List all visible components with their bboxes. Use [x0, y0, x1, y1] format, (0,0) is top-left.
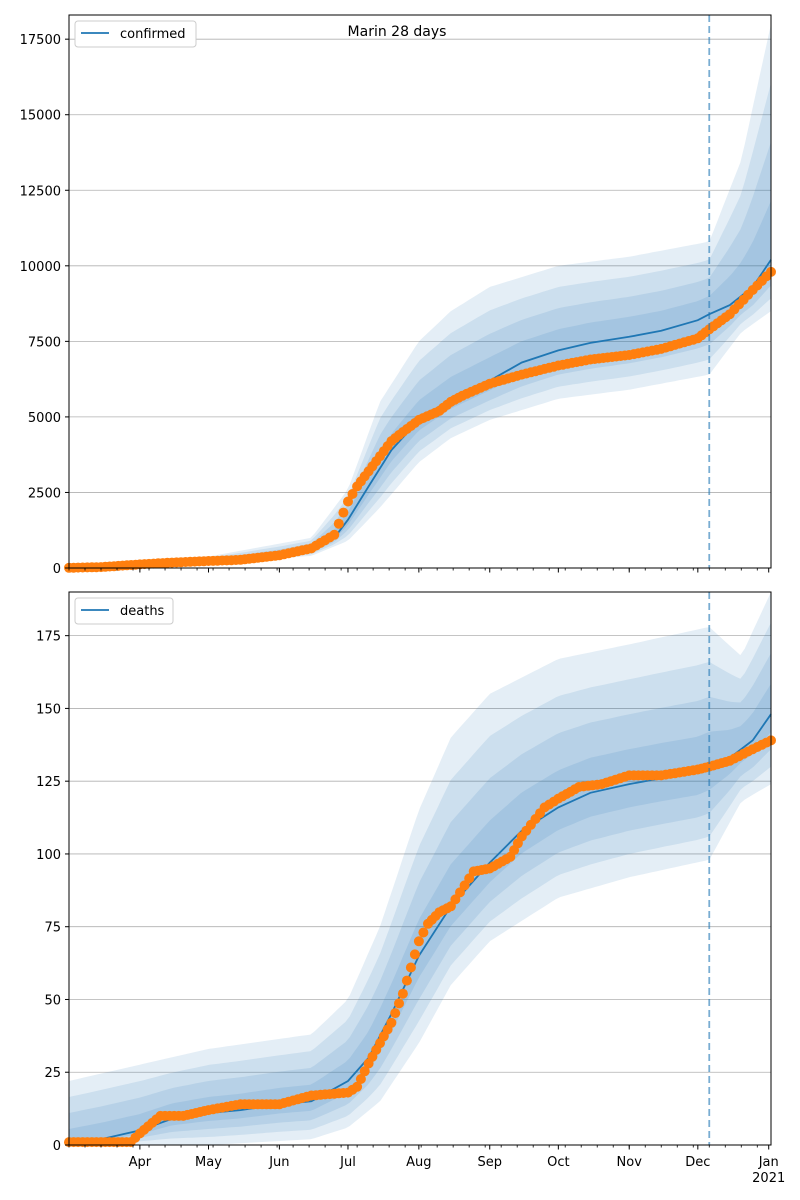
confirmed-ytick-label: 10000	[20, 260, 61, 275]
deaths-observed-point	[390, 1008, 401, 1019]
confirmed-legend: confirmed	[74, 20, 197, 48]
deaths-observed-point	[355, 1074, 366, 1084]
deaths-xtick-label: Nov	[617, 1155, 643, 1170]
confirmed-observed-point	[338, 507, 349, 518]
deaths-xtick-label: Dec	[685, 1155, 710, 1170]
deaths-ytick-label: 25	[44, 1066, 61, 1081]
confirmed-observed-point	[333, 518, 344, 529]
deaths-xtick-label: Aug	[406, 1155, 431, 1170]
deaths-xtick-label: May	[195, 1155, 222, 1170]
deaths-observed-point	[413, 936, 424, 947]
confirmed-ytick-label: 2500	[28, 486, 61, 501]
deaths-ytick-label: 175	[36, 630, 61, 645]
confirmed-plot-content	[64, 15, 776, 573]
deaths-year-label: 2021	[752, 1171, 785, 1186]
confirmed-observed-point	[347, 489, 358, 499]
deaths-xtick-label: Apr	[129, 1155, 152, 1170]
confirmed-axes-frame	[68, 14, 772, 569]
deaths-observed-point	[386, 1017, 397, 1028]
deaths-uncertainty-band-4	[69, 683, 771, 1145]
confirmed-plot-area	[69, 15, 771, 568]
deaths-legend-label: deaths	[120, 604, 165, 619]
confirmed-uncertainty-band-2	[69, 83, 771, 568]
deaths-xtick-label: Jan	[758, 1155, 779, 1170]
deaths-xtick-label: Jul	[339, 1155, 356, 1170]
deaths-observed-point	[418, 927, 429, 938]
confirmed-observed-point	[343, 496, 353, 507]
deaths-ytick-label: 50	[44, 993, 61, 1008]
deaths-plot-content	[64, 592, 776, 1148]
deaths-observed-point	[397, 988, 408, 999]
deaths-axes-frame	[68, 591, 772, 1146]
deaths-ytick-label: 100	[36, 848, 61, 863]
deaths-uncertainty-band-1	[69, 592, 771, 1145]
deaths-xtick-label: Sep	[477, 1155, 502, 1170]
confirmed-legend-label: confirmed	[120, 27, 186, 42]
confirmed-observed-point	[329, 529, 340, 540]
deaths-uncertainty-band-2	[69, 622, 771, 1145]
deaths-legend-box	[74, 597, 174, 625]
confirmed-ytick-label: 17500	[20, 33, 61, 48]
deaths-observed-point	[359, 1066, 370, 1077]
deaths-observed-point	[401, 975, 412, 986]
deaths-uncertainty-band-3	[69, 653, 771, 1145]
deaths-ytick-label: 0	[53, 1139, 61, 1154]
confirmed-uncertainty-band-1	[69, 24, 771, 569]
deaths-panel: deaths 0 25 50 75 100 125 150 175 Apr May Jun Jul Au…	[36, 591, 785, 1186]
deaths-plot-area	[69, 592, 771, 1145]
confirmed-panel: Marin 28 days confirmed 0 2500 5000 7500 100…	[20, 14, 776, 577]
deaths-ytick-label: 125	[36, 775, 61, 790]
confirmed-legend-box	[74, 20, 197, 48]
deaths-observed-point	[409, 949, 420, 960]
confirmed-ytick-label: 0	[53, 562, 61, 577]
deaths-ytick-label: 150	[36, 702, 61, 717]
deaths-xtick-label: Oct	[547, 1155, 569, 1170]
deaths-xtick-label: Jun	[268, 1155, 289, 1170]
confirmed-ytick-label: 7500	[28, 335, 61, 350]
deaths-observed-point	[394, 998, 404, 1009]
confirmed-ytick-label: 12500	[20, 184, 61, 199]
chart-title: Marin 28 days	[348, 24, 447, 40]
deaths-observed-point	[352, 1081, 363, 1092]
confirmed-ytick-label: 5000	[28, 411, 61, 426]
deaths-ytick-label: 75	[44, 921, 61, 936]
confirmed-ytick-label: 15000	[20, 109, 61, 124]
deaths-legend: deaths	[74, 597, 174, 625]
deaths-observed-point	[405, 962, 416, 973]
